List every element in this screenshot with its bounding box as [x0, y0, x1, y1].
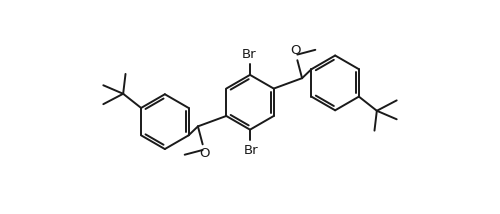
Text: Br: Br — [242, 48, 256, 61]
Text: Br: Br — [244, 144, 258, 157]
Text: O: O — [290, 44, 300, 57]
Text: O: O — [200, 147, 210, 160]
